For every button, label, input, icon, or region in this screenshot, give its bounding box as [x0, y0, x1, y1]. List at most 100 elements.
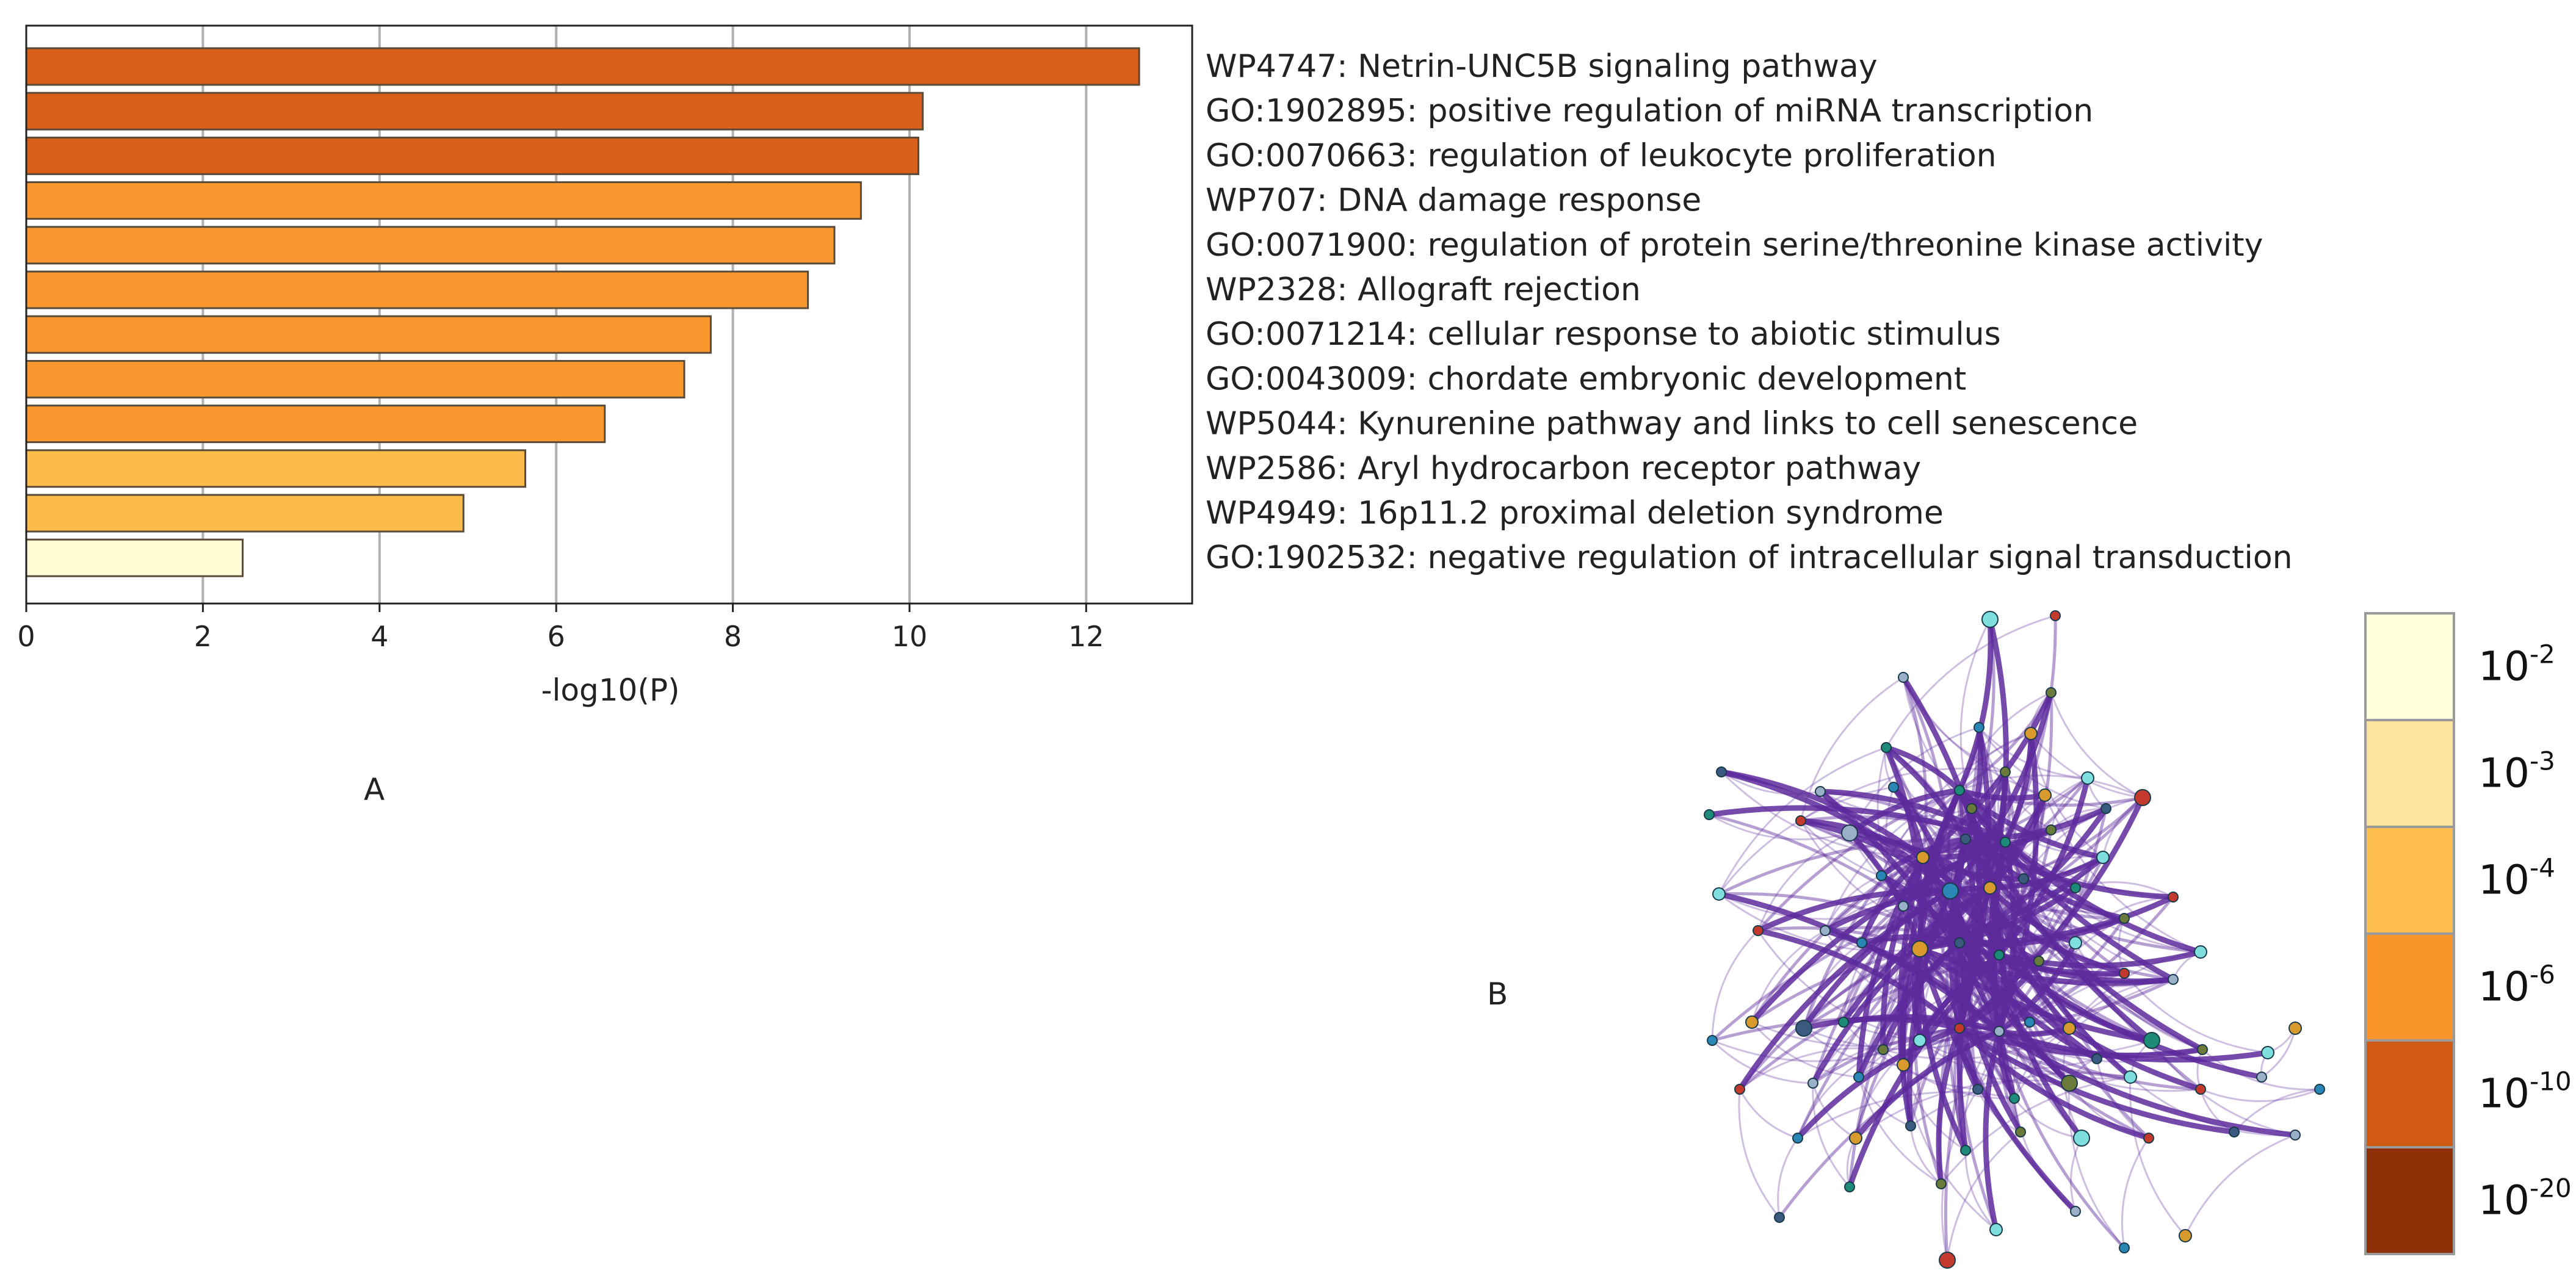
- network-node: [1844, 1181, 1855, 1192]
- network-edge: [1757, 888, 1951, 934]
- bar: [25, 92, 924, 131]
- network-node: [1916, 851, 1930, 864]
- legend-swatch: [2364, 612, 2455, 721]
- legend-swatch: [2364, 719, 2455, 828]
- network-edge: [1902, 1064, 1997, 1231]
- network-edge: [1919, 946, 2174, 986]
- network-edge: [2020, 878, 2040, 962]
- category-label: GO:0071214: cellular response to abiotic…: [1206, 316, 2001, 353]
- network-edge: [1897, 856, 1926, 1126]
- network-edge: [1998, 942, 2076, 1032]
- network-edge: [1709, 813, 1961, 944]
- network-edge: [1910, 1072, 2131, 1127]
- network-edge: [1803, 1027, 1904, 1066]
- network-edge: [1849, 829, 2052, 853]
- legend-label: 10-2: [2478, 640, 2555, 690]
- enrichment-network: [1704, 610, 2325, 1269]
- network-nodes: [1704, 610, 2325, 1269]
- x-tick-label: 8: [724, 620, 742, 653]
- network-edge: [1848, 832, 2000, 956]
- network-edge: [1986, 887, 2000, 956]
- network-edge: [2196, 1049, 2204, 1090]
- network-node: [1989, 1223, 2003, 1236]
- network-edge: [1909, 1027, 1960, 1126]
- network-edge: [1921, 857, 2000, 1033]
- network-edge: [1987, 887, 2007, 1032]
- category-label: WP2328: Allograft rejection: [1206, 272, 1641, 308]
- category-label: WP4949: 16p11.2 proximal deletion syndro…: [1206, 495, 1944, 532]
- network-edge: [1800, 818, 1925, 860]
- network-edge: [2096, 1058, 2149, 1139]
- network-node: [1905, 1120, 1916, 1131]
- network-node: [1795, 815, 1806, 826]
- network-edge: [2202, 1048, 2320, 1090]
- network-edge: [2003, 840, 2202, 955]
- bar: [25, 405, 606, 444]
- network-edge: [1883, 1027, 2070, 1060]
- network-edge: [1885, 787, 1905, 907]
- network-node: [2168, 974, 2179, 985]
- network-node: [2134, 789, 2151, 806]
- network-edge: [1859, 855, 1925, 944]
- network-edge: [1861, 942, 2076, 965]
- network-edge: [1922, 807, 1972, 858]
- network-edge: [2038, 856, 2104, 962]
- network-edge: [1899, 948, 1923, 1065]
- network-edge: [1919, 885, 2077, 952]
- network-edge: [1919, 948, 2125, 984]
- network-node: [2179, 1229, 2192, 1242]
- network-edge: [1919, 909, 2125, 950]
- network-edge: [1882, 890, 1952, 1050]
- network-node: [2024, 1017, 2035, 1028]
- network-edge: [1958, 732, 2031, 791]
- network-node: [2119, 913, 2130, 924]
- network-node: [1911, 940, 1928, 957]
- network-edge: [1824, 874, 1882, 931]
- network-node: [1849, 1131, 1862, 1145]
- network-edge: [1738, 1089, 1798, 1139]
- network-edge: [1800, 676, 1904, 821]
- network-edge: [2130, 1076, 2296, 1136]
- network-edge: [1847, 831, 1923, 950]
- network-node: [1807, 1078, 1818, 1089]
- network-edge: [1858, 1027, 1960, 1078]
- x-tick-label: 6: [548, 620, 565, 653]
- network-edge: [1997, 1031, 2126, 1249]
- network-edge: [1757, 928, 1961, 1031]
- network-edge: [1858, 1076, 1911, 1127]
- network-edge: [1977, 972, 2125, 1090]
- network-node: [2119, 1242, 2130, 1253]
- network-edge: [2028, 972, 2125, 1023]
- network-edge: [1825, 929, 2039, 971]
- network-edge: [1922, 856, 2201, 954]
- network-edge: [1949, 771, 2006, 892]
- network-node: [2018, 873, 2029, 884]
- network-edge: [1918, 808, 1974, 950]
- network-edge: [1922, 827, 2052, 860]
- legend-color-boxes: [2364, 612, 2455, 1255]
- network-edge: [1709, 805, 2006, 845]
- network-node: [1704, 809, 1715, 820]
- network-edge: [2023, 856, 2104, 880]
- network-edge: [2068, 1083, 2126, 1249]
- network-edge: [2123, 973, 2268, 1054]
- network-edge: [1997, 1031, 2022, 1133]
- network-node: [2073, 1130, 2090, 1147]
- network-edge: [1919, 948, 2030, 1024]
- network-edge: [1718, 746, 1887, 895]
- network-node: [2096, 851, 2110, 864]
- network-edge: [1718, 893, 1920, 952]
- network-edge: [2028, 917, 2125, 1023]
- network-edge: [1721, 771, 1821, 795]
- network-edge: [1711, 1039, 1814, 1084]
- network-edge: [1902, 838, 1966, 907]
- network-edge: [2068, 978, 2174, 1029]
- network-edge: [1738, 1089, 1781, 1218]
- network-node: [2288, 1022, 2302, 1035]
- network-node: [2119, 968, 2130, 979]
- bars: [25, 47, 1140, 577]
- network-edge: [1855, 1080, 2070, 1139]
- network-edge: [1778, 1029, 2000, 1219]
- network-edge: [1959, 1027, 2152, 1055]
- network-edge: [1751, 1022, 1859, 1078]
